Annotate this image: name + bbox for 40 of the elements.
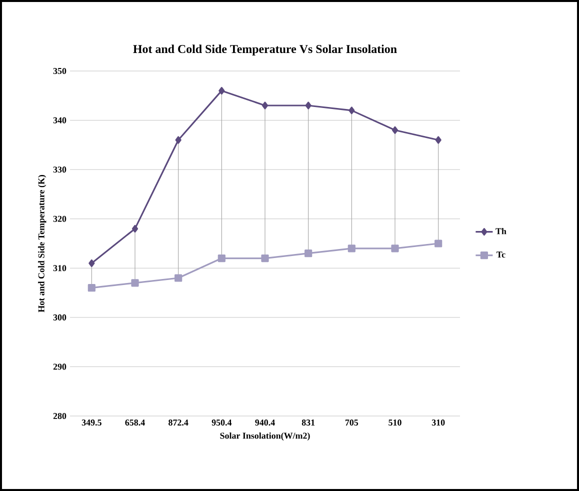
x-tick-label: 705 — [345, 420, 358, 426]
y-tick-label: 340 — [53, 117, 66, 124]
point — [435, 136, 442, 144]
point — [175, 136, 182, 144]
point — [304, 250, 312, 258]
point — [434, 240, 442, 248]
y-tick-label: 330 — [53, 166, 66, 173]
point — [88, 259, 95, 268]
y-tick-label: 350 — [53, 68, 66, 74]
point — [218, 86, 225, 95]
point — [391, 244, 399, 252]
point — [261, 254, 269, 262]
point — [174, 274, 182, 282]
y-axis-title: Hot and Cold Side Temperature (K) — [38, 175, 46, 312]
y-tick-label: 280 — [53, 412, 66, 420]
legend-label: Th — [496, 228, 506, 234]
point — [262, 102, 268, 110]
point — [392, 126, 398, 134]
point — [131, 279, 139, 287]
point — [132, 224, 138, 233]
point — [305, 102, 312, 110]
x-tick-label: 349.5 — [82, 420, 102, 426]
y-tick-label: 310 — [53, 265, 66, 272]
x-tick-label: 950.4 — [212, 420, 232, 426]
point — [88, 284, 96, 292]
x-tick-label: 510 — [388, 420, 402, 426]
x-axis-title: Solar Insolation(W/m2) — [220, 432, 310, 441]
x-tick-label: 872.4 — [168, 420, 188, 426]
x-tick-label: 310 — [432, 420, 445, 426]
y-tick-label: 290 — [53, 364, 66, 370]
y-tick-label: 300 — [53, 314, 66, 320]
x-tick-label: 658.4 — [125, 420, 145, 426]
chart-title: Hot and Cold Side Temperature Vs Solar Insolation — [133, 44, 397, 56]
legend-label: Tc — [496, 252, 506, 258]
point — [348, 244, 356, 252]
y-tick-label: 320 — [53, 216, 66, 222]
point — [218, 254, 226, 262]
x-tick-label: 940.4 — [255, 420, 275, 426]
x-tick-label: 831 — [302, 420, 315, 426]
point — [348, 106, 355, 114]
